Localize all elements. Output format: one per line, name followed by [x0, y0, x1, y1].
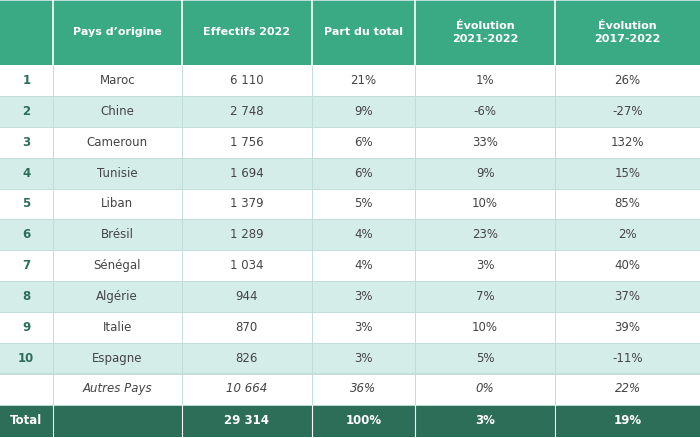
Bar — [0, 281, 700, 312]
Text: 944: 944 — [235, 290, 258, 303]
Text: Liban: Liban — [102, 198, 133, 211]
Text: 4: 4 — [22, 166, 30, 180]
Bar — [52, 0, 182, 65]
Text: 3%: 3% — [475, 414, 495, 427]
Text: 100%: 100% — [345, 414, 382, 427]
Text: 5%: 5% — [354, 198, 372, 211]
Bar — [0, 219, 700, 251]
Text: 1 379: 1 379 — [230, 198, 264, 211]
Text: 2%: 2% — [618, 228, 637, 241]
Text: 10 664: 10 664 — [226, 382, 267, 396]
Bar — [555, 0, 700, 65]
Bar — [182, 0, 312, 65]
Text: 29 314: 29 314 — [224, 414, 270, 427]
Bar — [0, 96, 700, 127]
Text: 9%: 9% — [354, 105, 372, 118]
Text: 8: 8 — [22, 290, 30, 303]
Text: 15%: 15% — [615, 166, 640, 180]
Text: Autres Pays: Autres Pays — [83, 382, 152, 396]
Text: 870: 870 — [236, 321, 258, 334]
Text: 3: 3 — [22, 136, 30, 148]
Text: 21%: 21% — [350, 74, 377, 87]
Bar — [0, 0, 52, 65]
Text: 36%: 36% — [350, 382, 377, 396]
Text: 1%: 1% — [476, 74, 494, 87]
Bar — [0, 127, 700, 158]
Text: 5: 5 — [22, 198, 30, 211]
Text: Sénégal: Sénégal — [94, 259, 141, 272]
Text: 9%: 9% — [476, 166, 494, 180]
Text: 1 694: 1 694 — [230, 166, 264, 180]
Text: Cameroun: Cameroun — [87, 136, 148, 148]
Text: Chine: Chine — [100, 105, 134, 118]
Text: 5%: 5% — [476, 352, 494, 365]
Text: 23%: 23% — [472, 228, 498, 241]
Text: 7: 7 — [22, 259, 30, 272]
Bar — [0, 158, 700, 188]
Text: 6%: 6% — [354, 136, 372, 148]
Text: 6: 6 — [22, 228, 30, 241]
Text: 132%: 132% — [611, 136, 644, 148]
Text: -6%: -6% — [474, 105, 496, 118]
Bar — [312, 0, 415, 65]
Text: Évolution
2017-2022: Évolution 2017-2022 — [594, 21, 661, 44]
Text: 40%: 40% — [615, 259, 640, 272]
Bar — [415, 0, 555, 65]
Text: Pays d’origine: Pays d’origine — [73, 28, 162, 37]
Text: Total: Total — [10, 414, 43, 427]
Bar — [0, 373, 700, 405]
Bar — [0, 65, 700, 96]
Text: 10%: 10% — [472, 198, 498, 211]
Text: Évolution
2021-2022: Évolution 2021-2022 — [452, 21, 518, 44]
Text: Tunisie: Tunisie — [97, 166, 138, 180]
Text: -27%: -27% — [612, 105, 643, 118]
Text: 22%: 22% — [615, 382, 640, 396]
Text: Effectifs 2022: Effectifs 2022 — [203, 28, 290, 37]
Text: 10%: 10% — [472, 321, 498, 334]
Text: 39%: 39% — [615, 321, 640, 334]
Bar — [0, 251, 700, 281]
Text: -11%: -11% — [612, 352, 643, 365]
Text: 1 756: 1 756 — [230, 136, 264, 148]
Text: 19%: 19% — [613, 414, 642, 427]
Text: 0%: 0% — [476, 382, 494, 396]
Text: 9: 9 — [22, 321, 30, 334]
Text: 85%: 85% — [615, 198, 640, 211]
Text: Brésil: Brésil — [101, 228, 134, 241]
Text: 3%: 3% — [354, 321, 372, 334]
Text: 4%: 4% — [354, 259, 372, 272]
Text: 1 289: 1 289 — [230, 228, 264, 241]
Text: 10: 10 — [18, 352, 34, 365]
Text: 2: 2 — [22, 105, 30, 118]
Text: 4%: 4% — [354, 228, 372, 241]
Text: Maroc: Maroc — [99, 74, 135, 87]
Text: 7%: 7% — [476, 290, 494, 303]
Text: 3%: 3% — [354, 352, 372, 365]
Text: 6%: 6% — [354, 166, 372, 180]
Bar — [0, 312, 700, 343]
Text: 826: 826 — [236, 352, 258, 365]
Text: 6 110: 6 110 — [230, 74, 264, 87]
Text: 1 034: 1 034 — [230, 259, 263, 272]
Bar — [0, 343, 700, 374]
Bar — [0, 188, 700, 219]
Text: 26%: 26% — [615, 74, 640, 87]
Text: Part du total: Part du total — [324, 28, 402, 37]
Text: 1: 1 — [22, 74, 30, 87]
Text: 33%: 33% — [473, 136, 498, 148]
Text: Italie: Italie — [103, 321, 132, 334]
Text: 37%: 37% — [615, 290, 640, 303]
Text: 2 748: 2 748 — [230, 105, 264, 118]
Bar — [0, 405, 700, 437]
Text: Espagne: Espagne — [92, 352, 143, 365]
Text: 3%: 3% — [476, 259, 494, 272]
Text: 3%: 3% — [354, 290, 372, 303]
Text: Algérie: Algérie — [97, 290, 138, 303]
